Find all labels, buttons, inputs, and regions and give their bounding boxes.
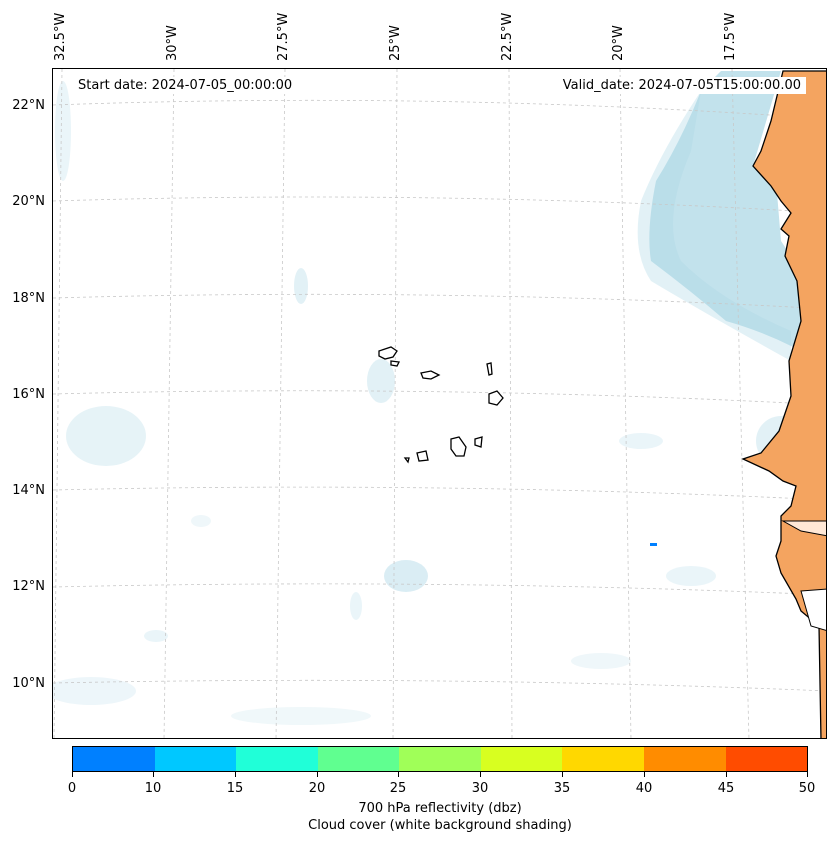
lon-label: 30°W: [165, 25, 180, 61]
colorbar-segment: [562, 747, 644, 771]
africa-coastline: [741, 70, 826, 738]
start-date-label: Start date: 2024-07-05_00:00:00: [73, 77, 298, 94]
colorbar-tick-label: 35: [553, 781, 571, 796]
lon-label: 20°W: [611, 25, 626, 61]
colorbar-tick: [398, 772, 399, 777]
colorbar-segment: [399, 747, 481, 771]
reflectivity-echo: [650, 543, 657, 546]
lat-label: 22°N: [12, 98, 45, 113]
graticule: [53, 69, 826, 738]
cloud-cover-shading: [53, 71, 806, 725]
map-area: Start date: 2024-07-05_00:00:00 Valid_da…: [52, 68, 827, 739]
colorbar-segment: [643, 747, 726, 771]
colorbar-tick: [726, 772, 727, 777]
colorbar-tick-label: 0: [67, 781, 77, 796]
colorbar-tick: [235, 772, 236, 777]
colorbar-tick-label: 25: [389, 781, 407, 796]
colorbar-segment: [317, 747, 400, 771]
lat-label: 18°N: [12, 291, 45, 306]
lon-label: 17.5°W: [723, 12, 738, 61]
lat-label: 20°N: [12, 194, 45, 209]
colorbar-tick: [644, 772, 645, 777]
colorbar-tick: [72, 772, 73, 777]
map-canvas: [53, 69, 826, 738]
lon-label: 32.5°W: [53, 12, 68, 61]
valid-date-label: Valid_date: 2024-07-05T15:00:00.00: [557, 77, 806, 94]
lat-label: 12°N: [12, 579, 45, 594]
lon-label: 27.5°W: [276, 12, 291, 61]
colorbar-tick: [480, 772, 481, 777]
colorbar: [72, 746, 808, 772]
lon-label: 22.5°W: [500, 12, 515, 61]
colorbar-tick-label: 10: [144, 781, 162, 796]
colorbar-tick: [807, 772, 808, 777]
colorbar-segment: [480, 747, 563, 771]
colorbar-tick: [153, 772, 154, 777]
cape-verde-islands: [378, 346, 504, 464]
colorbar-tick-label: 40: [635, 781, 653, 796]
colorbar-segment: [73, 747, 155, 771]
lon-label: 25°W: [388, 25, 403, 61]
colorbar-tick-label: 45: [717, 781, 735, 796]
colorbar-segment: [725, 747, 808, 771]
colorbar-tick: [562, 772, 563, 777]
lat-label: 14°N: [12, 483, 45, 498]
colorbar-tick-label: 20: [308, 781, 326, 796]
colorbar-tick-label: 15: [226, 781, 244, 796]
colorbar-tick: [317, 772, 318, 777]
colorbar-title: 700 hPa reflectivity (dbz): [358, 801, 522, 816]
colorbar-subtitle: Cloud cover (white background shading): [308, 818, 572, 833]
colorbar-tick-label: 30: [471, 781, 489, 796]
lat-label: 16°N: [12, 387, 45, 402]
colorbar-tick-label: 50: [798, 781, 816, 796]
lat-label: 10°N: [12, 676, 45, 691]
colorbar-segment: [154, 747, 237, 771]
colorbar-segment: [236, 747, 318, 771]
